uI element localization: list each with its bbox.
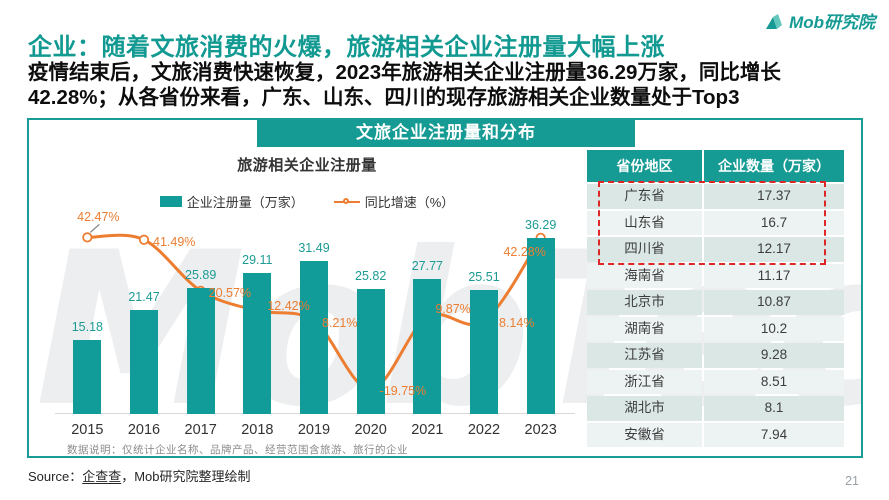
table-row: 四川省 12.17	[587, 237, 844, 262]
province-cell: 湖南省	[587, 316, 702, 341]
count-cell: 9.28	[704, 343, 844, 368]
count-cell: 16.7	[704, 210, 844, 235]
growth-rate-label: 20.57%	[208, 285, 252, 300]
x-axis-label: 2019	[297, 422, 331, 438]
chart-plot-area: 15.18 2015 21.47 2016 25.89 2017 29.11 2018 31.4…	[55, 210, 575, 438]
chart-title: 旅游相关企业注册量	[237, 157, 377, 174]
subtitle-line-1: 疫情结束后，文旅消费快速恢复，2023年旅游相关企业注册量36.29万家，同比增…	[28, 61, 781, 84]
table-row: 安徽省 7.94	[587, 422, 844, 447]
count-cell: 12.17	[704, 237, 844, 262]
bar-2015	[73, 340, 102, 414]
bar-swatch-icon	[159, 196, 182, 207]
bar-value-label: 27.77	[411, 259, 443, 274]
logo: Mob研究院	[765, 8, 875, 33]
bar-2019	[300, 261, 328, 414]
growth-rate-label: 12.42%	[267, 298, 310, 313]
source-line: Source：企查查，Mob研究院整理绘制	[28, 466, 251, 485]
province-table: 省份地区 企业数量（万家） 广东省 17.37 山东省 16.7 四川省 12.17 海南省…	[587, 150, 844, 447]
chart-legend: 企业注册量（万家） 同比增速（%）	[29, 192, 585, 211]
x-axis-label: 2015	[71, 422, 104, 438]
bar-value-label: 31.49	[298, 241, 330, 256]
section-banner: 文旅企业注册量和分布	[257, 120, 635, 147]
bar-2023	[526, 238, 555, 414]
x-axis-label: 2018	[241, 422, 274, 438]
growth-rate-label: 9.87%	[435, 301, 471, 316]
legend-bar-label: 企业注册量（万家）	[186, 195, 304, 210]
table-header-count: 企业数量（万家）	[704, 150, 844, 182]
x-axis-label: 2020	[354, 422, 387, 438]
line-marker	[82, 232, 93, 243]
province-cell: 海南省	[587, 263, 702, 288]
table-row: 山东省 16.7	[587, 210, 844, 235]
content-box: MobTech 文旅企业注册量和分布 旅游相关企业注册量 企业注册量（万家） 同…	[27, 118, 863, 458]
logo-text: Mob研究院	[789, 13, 875, 32]
x-axis-label: 2021	[411, 422, 444, 438]
x-axis-label: 2017	[184, 422, 217, 438]
x-axis-label: 2022	[467, 422, 501, 438]
source-link[interactable]: 企查查	[82, 469, 122, 484]
table-row: 北京市 10.87	[587, 290, 844, 315]
bar-2016	[130, 309, 158, 414]
table-body: 广东省 17.37 山东省 16.7 四川省 12.17 海南省 11.17 北京市 10.87 湖…	[587, 184, 844, 447]
bar-2022	[470, 290, 498, 414]
bar-value-label: 25.51	[468, 270, 500, 285]
line-swatch-icon	[333, 197, 360, 207]
bar-value-label: 15.18	[71, 320, 103, 335]
page-number: 21	[845, 474, 859, 488]
province-cell: 山东省	[587, 210, 702, 235]
growth-rate-label: 41.49%	[153, 234, 196, 249]
chart-panel: 旅游相关企业注册量 企业注册量（万家） 同比增速（%） 15.18 2015 21.…	[29, 120, 585, 456]
chart-note: 数据说明：仅统计企业名称、品牌产品、经营范围含旅游、旅行的企业	[67, 444, 408, 456]
growth-rate-label: 8.21%	[322, 315, 358, 330]
source-rest: ，Mob研究院整理绘制	[121, 469, 251, 484]
count-cell: 7.94	[704, 422, 844, 447]
count-cell: 17.37	[704, 184, 844, 209]
x-axis-label: 2016	[127, 422, 161, 438]
province-cell: 安徽省	[587, 422, 702, 447]
subtitle-line-2: 42.28%；从各省份来看，广东、山东、四川的现存旅游相关企业数量处于Top3	[28, 86, 740, 109]
label-leader-line	[89, 223, 100, 233]
growth-rate-label: 42.47%	[77, 210, 120, 225]
bar-2017	[186, 288, 215, 414]
bar-2018	[243, 272, 272, 414]
table-row: 海南省 11.17	[587, 263, 844, 288]
province-cell: 广东省	[587, 184, 702, 209]
province-cell: 北京市	[587, 290, 702, 315]
count-cell: 8.51	[704, 369, 844, 394]
legend-line-label: 同比增速（%）	[364, 195, 455, 210]
bar-2020	[356, 288, 385, 414]
bar-value-label: 29.11	[242, 252, 273, 267]
count-cell: 10.2	[704, 316, 844, 341]
province-cell: 四川省	[587, 237, 702, 262]
count-cell: 8.1	[704, 396, 844, 421]
logo-mountain-icon	[765, 12, 785, 30]
growth-rate-label: 8.14%	[499, 316, 535, 331]
table-row: 广东省 17.37	[587, 184, 844, 209]
x-axis-label: 2023	[524, 422, 557, 438]
province-cell: 湖北市	[587, 396, 702, 421]
bar-value-label: 21.47	[128, 289, 160, 304]
count-cell: 11.17	[704, 263, 844, 288]
table-header-province: 省份地区	[587, 150, 702, 182]
table-row: 浙江省 8.51	[587, 369, 844, 394]
table-row: 江苏省 9.28	[587, 343, 844, 368]
growth-rate-label: 42.28%	[503, 244, 546, 259]
table-row: 湖北市 8.1	[587, 396, 844, 421]
legend-item-line: 同比增速（%）	[333, 192, 455, 211]
page-subtitle: 疫情结束后，文旅消费快速恢复，2023年旅游相关企业注册量36.29万家，同比增…	[28, 60, 873, 110]
growth-rate-label: -19.75%	[379, 384, 427, 399]
bar-value-label: 25.82	[355, 268, 387, 283]
bar-2021	[413, 279, 442, 414]
table-row: 湖南省 10.2	[587, 316, 844, 341]
bar-value-label: 25.89	[185, 268, 217, 283]
province-cell: 浙江省	[587, 369, 702, 394]
count-cell: 10.87	[704, 290, 844, 315]
bar-value-label: 36.29	[525, 217, 557, 232]
source-prefix: Source：	[28, 469, 83, 484]
line-marker	[138, 234, 150, 245]
table-header-row: 省份地区 企业数量（万家）	[587, 150, 844, 182]
page-title: 企业：随着文旅消费的火爆，旅游相关企业注册量大幅上涨	[28, 34, 665, 61]
legend-item-bar: 企业注册量（万家）	[159, 192, 304, 211]
province-cell: 江苏省	[587, 343, 702, 368]
